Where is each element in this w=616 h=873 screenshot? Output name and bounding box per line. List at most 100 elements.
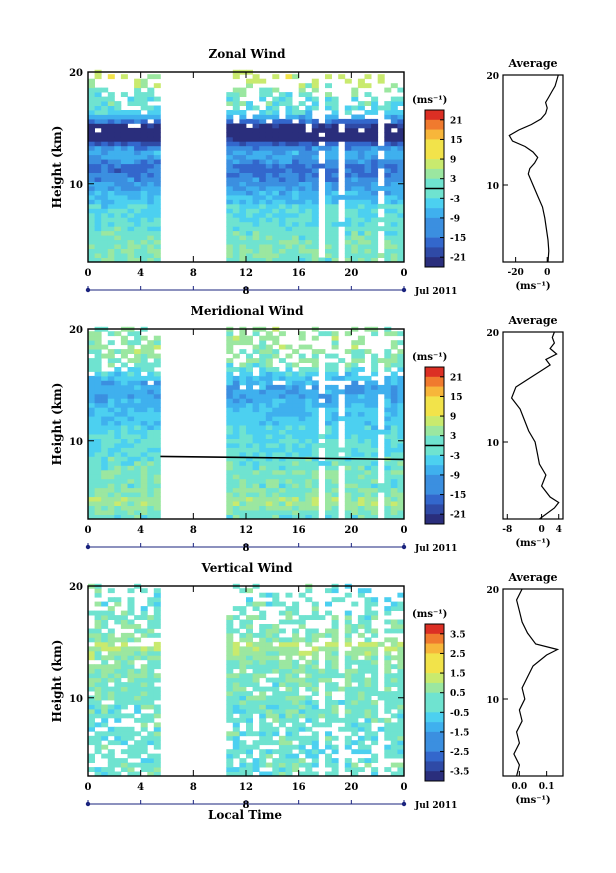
heatmap-cell: [371, 163, 379, 169]
heatmap-cell: [292, 713, 300, 719]
heatmap-cell: [94, 154, 102, 160]
heatmap-cell: [153, 592, 161, 598]
heatmap-cell: [246, 762, 253, 768]
heatmap-cell: [390, 389, 398, 395]
heatmap-cell: [397, 127, 405, 133]
heatmap-cell: [292, 393, 300, 399]
heatmap-cell: [325, 673, 332, 679]
heatmap-cell: [94, 700, 102, 705]
heatmap-cell: [114, 123, 122, 129]
heatmap-cell: [397, 492, 405, 498]
heatmap-cell: [344, 389, 352, 395]
heatmap-cell: [94, 624, 102, 629]
heatmap-cell: [311, 425, 319, 430]
heatmap-cell: [305, 708, 313, 714]
heatmap-cell: [351, 199, 359, 205]
heatmap-cell: [239, 465, 247, 471]
heatmap-cell: [140, 722, 148, 728]
heatmap-cell: [265, 646, 273, 652]
heatmap-cell: [114, 132, 122, 138]
heatmap-cell: [114, 244, 122, 249]
heatmap-cell: [107, 704, 115, 710]
heatmap-cell: [305, 420, 313, 426]
heatmap-cell: [292, 159, 300, 165]
heatmap-cell: [147, 700, 155, 705]
heatmap-cell: [397, 771, 405, 777]
heatmap-cell: [246, 478, 253, 484]
heatmap-cell: [331, 659, 339, 665]
heatmap-cell: [371, 362, 379, 368]
heatmap-cell: [292, 380, 300, 386]
heatmap-cell: [364, 606, 372, 611]
heatmap-cell: [120, 407, 128, 413]
heatmap-cell: [331, 199, 339, 205]
heatmap-cell: [226, 677, 234, 683]
heatmap-cell: [147, 230, 155, 236]
heatmap-cell: [226, 646, 234, 652]
heatmap-cell: [88, 190, 95, 196]
heatmap-cell: [397, 217, 405, 223]
heatmap-cell: [292, 74, 300, 80]
heatmap-cell: [338, 136, 346, 142]
heatmap-cell: [272, 208, 280, 214]
heatmap-cell: [292, 731, 300, 737]
heatmap-cell: [226, 367, 234, 372]
heatmap-cell: [147, 384, 155, 390]
heatmap-cell: [101, 353, 109, 359]
heatmap-cell: [344, 235, 352, 241]
heatmap-cell: [94, 637, 102, 643]
heatmap-cell: [357, 132, 365, 138]
heatmap-cell: [325, 465, 332, 471]
heatmap-cell: [147, 87, 155, 93]
heatmap-cell: [390, 186, 398, 191]
heatmap-cell: [272, 668, 280, 674]
heatmap-cell: [107, 731, 115, 737]
heatmap-cell: [278, 700, 286, 705]
heatmap-cell: [246, 628, 253, 634]
heatmap-cell: [364, 619, 372, 625]
heatmap-cell: [272, 492, 280, 498]
heatmap-cell: [325, 145, 332, 151]
heatmap-cell: [246, 375, 253, 381]
heatmap-cell: [88, 208, 95, 214]
heatmap-cell: [357, 83, 365, 89]
heatmap-cell: [390, 181, 398, 187]
heatmap-cell: [298, 132, 306, 138]
heatmap-cell: [351, 677, 359, 683]
heatmap-cell: [292, 141, 300, 147]
heatmap-cell: [140, 163, 148, 169]
heatmap-cell: [134, 469, 142, 475]
heatmap-cell: [232, 353, 240, 359]
heatmap-cell: [94, 767, 102, 772]
heatmap-cell: [344, 110, 352, 115]
heatmap-cell: [357, 686, 365, 692]
x-tick-label: 20: [344, 525, 358, 536]
heatmap-cell: [153, 438, 161, 444]
heatmap-cell: [285, 105, 293, 111]
heatmap-cell: [325, 230, 332, 236]
heatmap-cell: [344, 244, 352, 249]
heatmap-cell: [252, 632, 260, 638]
heatmap-cell: [259, 349, 267, 354]
heatmap-cell: [371, 136, 379, 142]
heatmap-cell: [344, 425, 352, 430]
heatmap-cell: [364, 686, 372, 692]
heatmap-cell: [351, 353, 359, 359]
heatmap-cell: [232, 335, 240, 341]
heatmap-cell: [252, 686, 260, 692]
heatmap-cell: [88, 96, 95, 102]
heatmap-cell: [344, 123, 352, 129]
heatmap-cell: [153, 615, 161, 620]
heatmap-cell: [94, 713, 102, 719]
heatmap-cell: [272, 704, 280, 710]
heatmap-cell: [94, 186, 102, 191]
heatmap-cell: [384, 145, 392, 151]
heatmap-cell: [107, 447, 115, 453]
heatmap-cell: [351, 226, 359, 232]
heatmap-cell: [114, 371, 122, 377]
heatmap-cell: [371, 380, 379, 386]
heatmap-cell: [107, 420, 115, 426]
colorbar-segment: [425, 673, 444, 684]
heatmap-cell: [239, 624, 247, 629]
heatmap-cell: [397, 154, 405, 160]
